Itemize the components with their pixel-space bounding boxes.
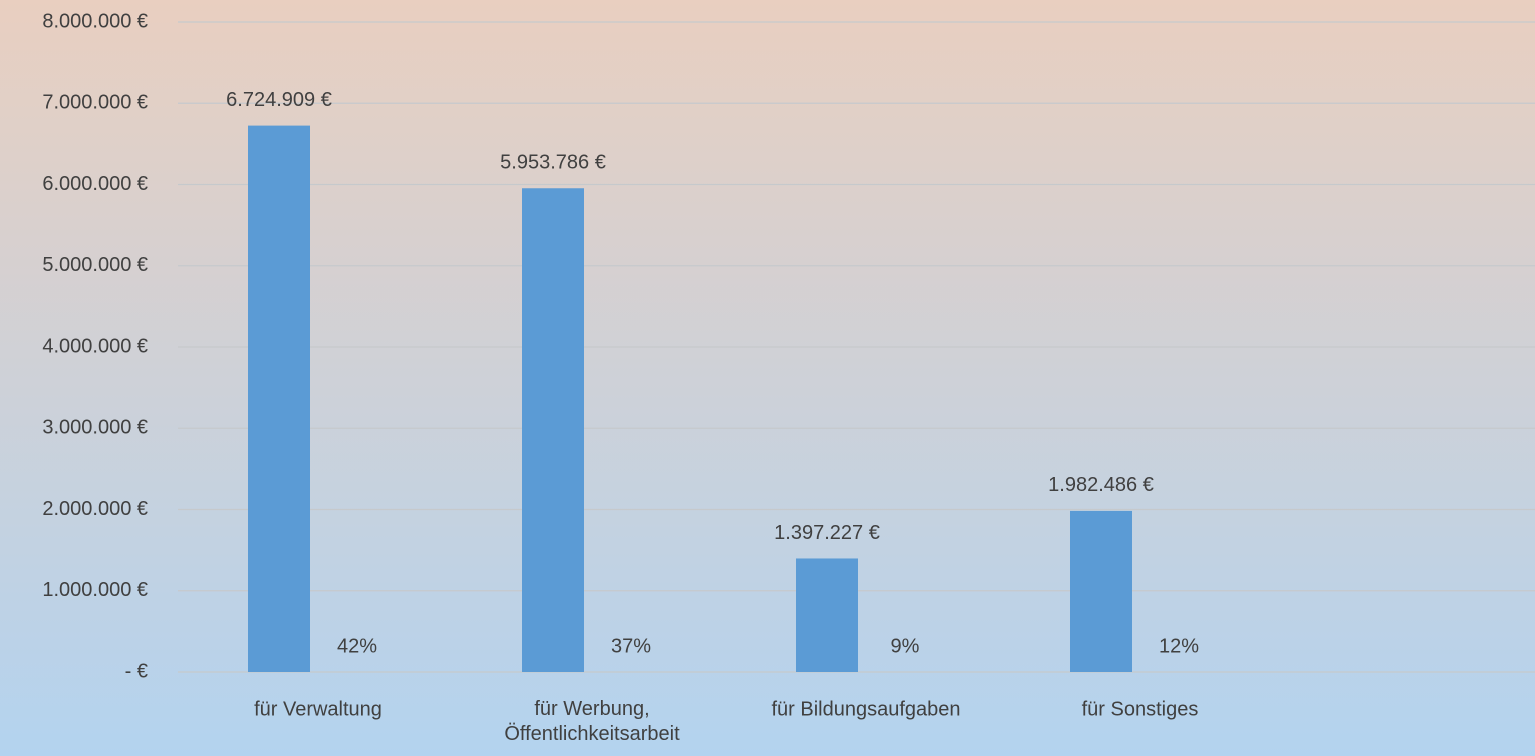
y-tick-label: 4.000.000 € [42, 335, 148, 357]
data-label: 37% [611, 635, 651, 657]
bar [796, 558, 858, 672]
x-tick-label: für Bildungsaufgaben [771, 698, 960, 720]
data-label: 42% [337, 635, 377, 657]
y-tick-label: 6.000.000 € [42, 173, 148, 195]
data-label: 6.724.909 € [226, 89, 332, 111]
data-label: 1.982.486 € [1048, 474, 1154, 496]
data-label: 5.953.786 € [500, 152, 606, 174]
data-label: 9% [891, 635, 920, 657]
data-label: 12% [1159, 635, 1199, 657]
bar [248, 125, 310, 673]
bar [522, 188, 584, 672]
y-tick-label: 2.000.000 € [42, 498, 148, 520]
y-tick-label: 7.000.000 € [42, 92, 148, 114]
x-tick-label: für Verwaltung [254, 698, 382, 720]
bar [1070, 510, 1132, 672]
y-tick-label: 3.000.000 € [42, 417, 148, 439]
y-tick-label: 1.000.000 € [42, 579, 148, 601]
y-tick-label: 8.000.000 € [42, 10, 148, 32]
x-tick-label: für Werbung, Öffentlichkeitsarbeit [504, 698, 680, 745]
y-tick-label: 5.000.000 € [42, 254, 148, 276]
data-label: 1.397.227 € [774, 522, 880, 544]
x-tick-label: für Sonstiges [1082, 698, 1199, 720]
y-tick-label: - € [125, 660, 148, 682]
